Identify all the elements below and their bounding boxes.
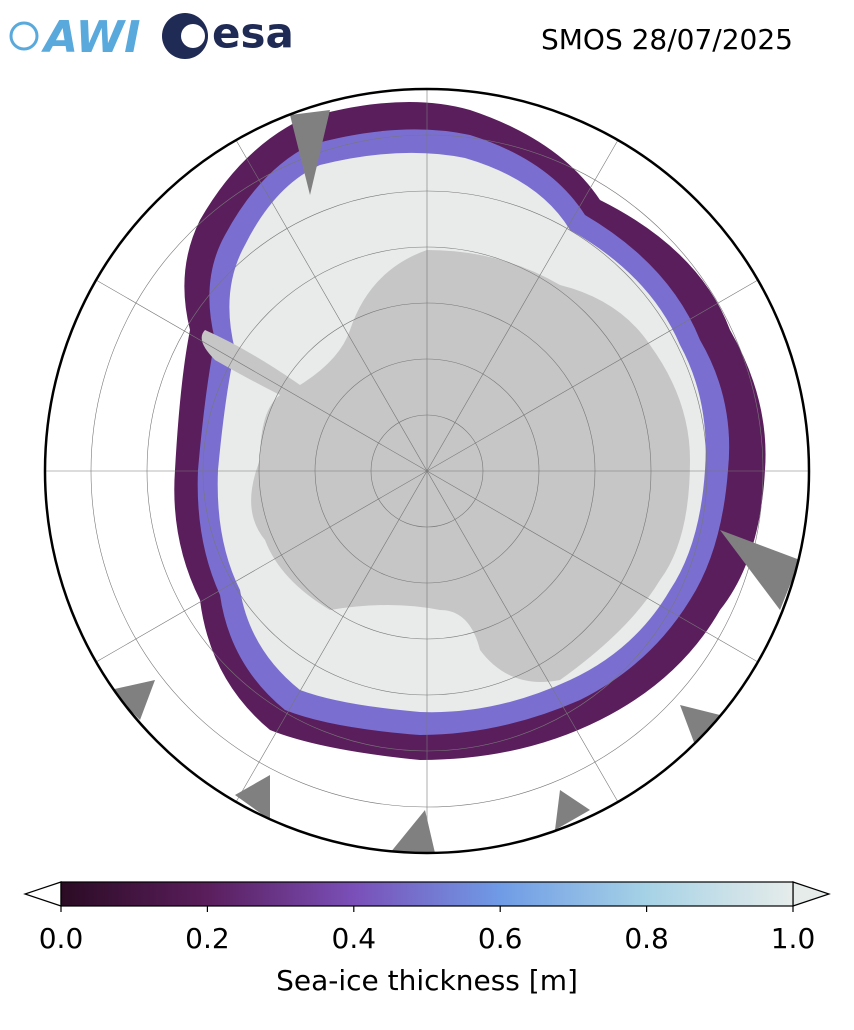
awi-icon (9, 21, 39, 51)
graticule (45, 89, 809, 853)
colorbar-tick-label: 0.8 (624, 922, 669, 955)
colorbar-gradient (60, 881, 794, 907)
antarctica (201, 250, 690, 682)
no-data-wedges (110, 110, 800, 853)
esa-icon-inner (181, 24, 205, 48)
awi-logo: AWI (41, 12, 141, 63)
colorbar-extend-high (792, 881, 831, 907)
colorbar-tick-label: 0.6 (478, 922, 523, 955)
colorbar: 0.0 0.2 0.4 0.6 0.8 1.0 (23, 881, 831, 955)
esa-logo: esa (212, 9, 294, 58)
colorbar-tick-label: 1.0 (771, 922, 816, 955)
map-border (43, 87, 811, 855)
colorbar-tick-label: 0.4 (332, 922, 377, 955)
logos: AWI esa (9, 9, 294, 63)
colorbar-tick-label: 0.2 (185, 922, 230, 955)
colorbar-label: Sea-ice thickness [m] (276, 964, 578, 997)
colorbar-tick-label: 0.0 (39, 922, 84, 955)
map (45, 89, 809, 853)
title: SMOS 28/07/2025 (541, 23, 793, 56)
colorbar-extend-low (23, 881, 62, 907)
